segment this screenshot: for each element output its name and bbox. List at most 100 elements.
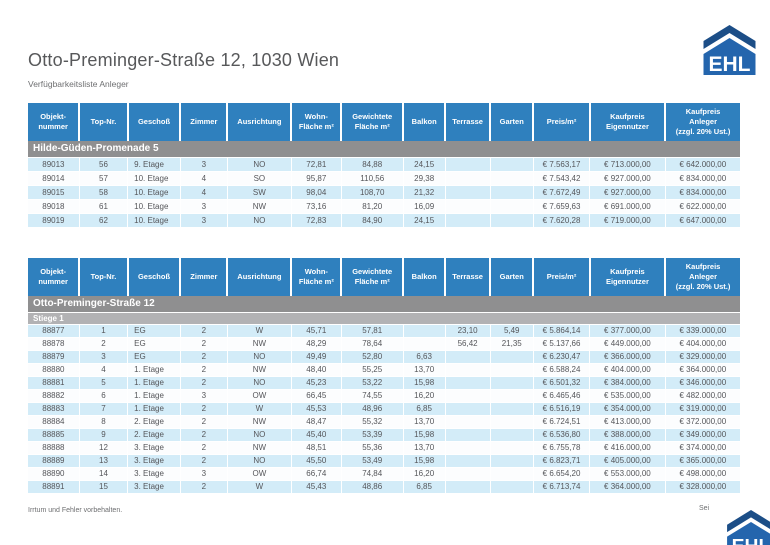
cell-kaufpreis-eigennutzer: € 366.000,00 [589, 350, 666, 364]
cell-zimmer: 3 [180, 389, 228, 403]
group-header-row: Otto-Preminger-Straße 12 [28, 296, 740, 313]
cell-kaufpreis-anleger: € 404.000,00 [665, 337, 740, 351]
cell-geschoss: 3. Etage [127, 441, 181, 455]
cell-wohnflaeche: 66,45 [291, 389, 342, 403]
cell-zimmer: 2 [180, 441, 228, 455]
cell-geschoss: 10. Etage [127, 213, 181, 228]
cell-garten [490, 402, 534, 416]
cell-wohnflaeche: 72,83 [291, 213, 342, 228]
cell-preis-m2: € 5.137,66 [533, 337, 591, 351]
cell-zimmer: 2 [180, 402, 228, 416]
cell-kaufpreis-eigennutzer: € 713.000,00 [589, 157, 666, 172]
cell-objektnummer: 89018 [28, 199, 80, 214]
cell-objektnummer: 88889 [28, 454, 80, 468]
cell-gewichtete-flaeche: 55,25 [341, 363, 404, 377]
cell-ausrichtung: NW [227, 363, 292, 377]
cell-objektnummer: 88878 [28, 337, 80, 351]
cell-kaufpreis-anleger: € 329.000,00 [665, 350, 740, 364]
cell-kaufpreis-anleger: € 372.000,00 [665, 415, 740, 429]
cell-preis-m2: € 6.501,32 [533, 376, 591, 390]
cell-ausrichtung: SW [227, 185, 292, 200]
cell-wohnflaeche: 48,29 [291, 337, 342, 351]
footer-disclaimer: Irrtum und Fehler vorbehalten. [28, 507, 123, 514]
cell-balkon: 16,20 [403, 389, 446, 403]
house-body-icon [727, 521, 770, 545]
table-row: 88884 8 2. Etage 2 NW 48,47 55,32 13,70 € 6.724,… [28, 415, 740, 429]
cell-kaufpreis-eigennutzer: € 416.000,00 [589, 441, 666, 455]
cell-ausrichtung: NW [227, 199, 292, 214]
table-row: 89019 62 10. Etage 3 NO 72,83 84,90 24,15 € 7.62… [28, 213, 740, 228]
cell-wohnflaeche: 66,74 [291, 467, 342, 481]
cell-garten [490, 467, 534, 481]
cell-wohnflaeche: 48,51 [291, 441, 342, 455]
cell-geschoss: 3. Etage [127, 480, 181, 494]
cell-kaufpreis-eigennutzer: € 388.000,00 [589, 428, 666, 442]
table-row: 88877 1 EG 2 W 45,71 57,81 23,10 5,49 € 5.864,14 €… [28, 324, 740, 338]
cell-objektnummer: 89019 [28, 213, 80, 228]
cell-wohnflaeche: 45,53 [291, 402, 342, 416]
cell-terrasse [445, 199, 491, 214]
cell-kaufpreis-eigennutzer: € 405.000,00 [589, 454, 666, 468]
cell-preis-m2: € 6.724,51 [533, 415, 591, 429]
cell-kaufpreis-anleger: € 319.000,00 [665, 402, 740, 416]
column-header-wohnflaeche: Wohn- Fläche m² [291, 258, 343, 296]
cell-zimmer: 3 [180, 213, 228, 228]
cell-ausrichtung: NO [227, 213, 292, 228]
cell-wohnflaeche: 48,47 [291, 415, 342, 429]
cell-gewichtete-flaeche: 110,56 [341, 171, 404, 186]
cell-terrasse [445, 402, 491, 416]
cell-wohnflaeche: 45,23 [291, 376, 342, 390]
cell-wohnflaeche: 45,71 [291, 324, 342, 338]
cell-preis-m2: € 6.516,19 [533, 402, 591, 416]
cell-objektnummer: 88890 [28, 467, 80, 481]
column-header-kaufpreis-eigennutzer: Kaufpreis Eigennutzer [589, 258, 667, 296]
cell-garten [490, 415, 534, 429]
cell-gewichtete-flaeche: 81,20 [341, 199, 404, 214]
cell-objektnummer: 88883 [28, 402, 80, 416]
cell-preis-m2: € 7.543,42 [533, 171, 591, 186]
cell-kaufpreis-anleger: € 498.000,00 [665, 467, 740, 481]
cell-garten: 5,49 [490, 324, 534, 338]
cell-kaufpreis-anleger: € 622.000,00 [665, 199, 740, 214]
cell-preis-m2: € 7.620,28 [533, 213, 591, 228]
cell-garten [490, 185, 534, 200]
cell-terrasse [445, 454, 491, 468]
cell-terrasse [445, 171, 491, 186]
table-row: 88889 13 3. Etage 2 NO 45,50 53,49 15,98 € 6.823… [28, 454, 740, 468]
cell-geschoss: 10. Etage [127, 199, 181, 214]
cell-kaufpreis-eigennutzer: € 719.000,00 [589, 213, 666, 228]
cell-zimmer: 2 [180, 350, 228, 364]
cell-zimmer: 4 [180, 171, 228, 186]
page-title: Otto-Preminger-Straße 12, 1030 Wien [28, 50, 340, 70]
cell-terrasse [445, 363, 491, 377]
cell-gewichtete-flaeche: 78,64 [341, 337, 404, 351]
cell-kaufpreis-eigennutzer: € 535.000,00 [589, 389, 666, 403]
cell-balkon: 6,85 [403, 480, 446, 494]
cell-zimmer: 3 [180, 467, 228, 481]
house-roof-icon [727, 510, 770, 533]
column-header-gewichtete-flaeche: Gewichtete Fläche m² [341, 103, 405, 141]
cell-kaufpreis-anleger: € 647.000,00 [665, 213, 740, 228]
cell-balkon: 13,70 [403, 415, 446, 429]
cell-gewichtete-flaeche: 53,39 [341, 428, 404, 442]
cell-gewichtete-flaeche: 74,84 [341, 467, 404, 481]
cell-gewichtete-flaeche: 53,49 [341, 454, 404, 468]
cell-garten [490, 350, 534, 364]
cell-zimmer: 3 [180, 157, 228, 172]
cell-geschoss: 1. Etage [127, 402, 181, 416]
cell-kaufpreis-eigennutzer: € 413.000,00 [589, 415, 666, 429]
cell-kaufpreis-eigennutzer: € 384.000,00 [589, 376, 666, 390]
cell-kaufpreis-eigennutzer: € 449.000,00 [589, 337, 666, 351]
cell-top-nr: 1 [79, 324, 129, 338]
cell-objektnummer: 89014 [28, 171, 80, 186]
column-header-preis-m2: Preis/m² [533, 103, 591, 141]
cell-zimmer: 2 [180, 415, 228, 429]
cell-zimmer: 2 [180, 454, 228, 468]
cell-gewichtete-flaeche: 53,22 [341, 376, 404, 390]
cell-top-nr: 62 [79, 213, 129, 228]
table-row: 89015 58 10. Etage 4 SW 98,04 108,70 21,32 € 7.6… [28, 185, 740, 200]
cell-geschoss: 1. Etage [127, 376, 181, 390]
cell-kaufpreis-anleger: € 349.000,00 [665, 428, 740, 442]
cell-balkon: 24,15 [403, 213, 446, 228]
group-header-row: Hilde-Güden-Promenade 5 [28, 141, 740, 158]
